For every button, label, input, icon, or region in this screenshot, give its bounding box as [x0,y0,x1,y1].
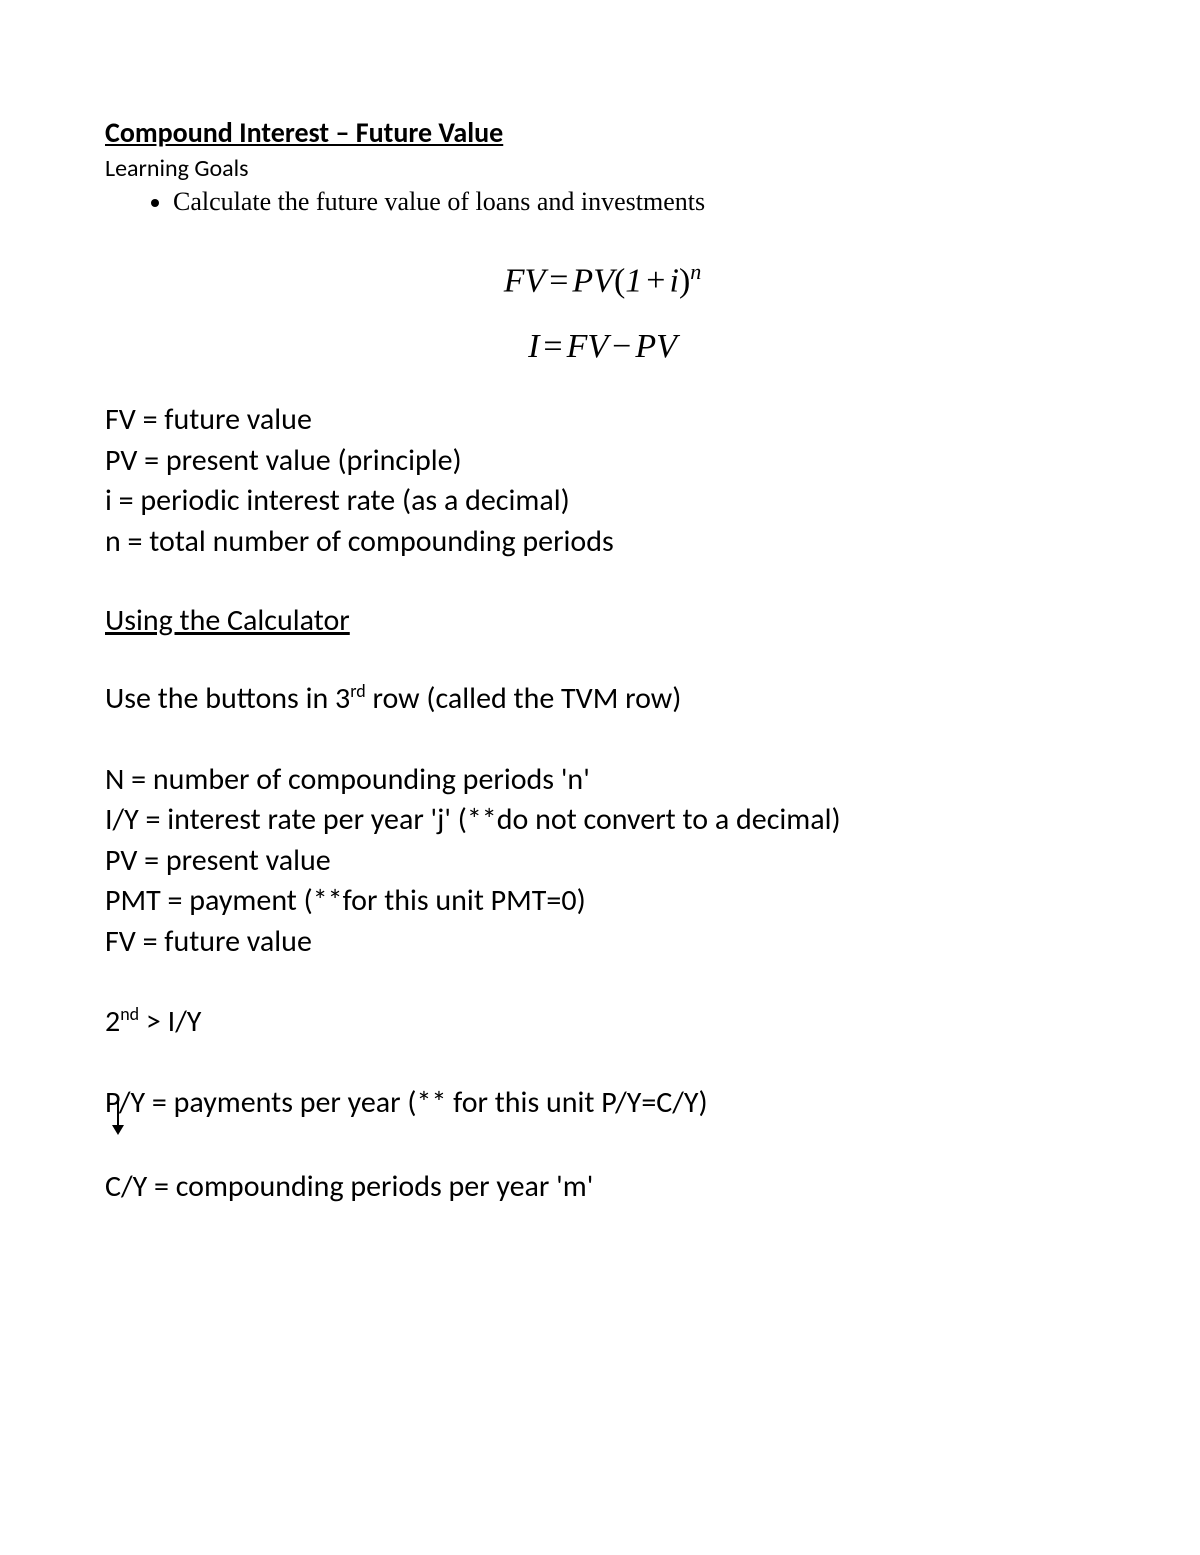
calc-section-heading: Using the Calculator [105,602,1100,639]
tvm-keys-block: N = number of compounding periods 'n' I/… [105,760,1100,963]
tvm-key-line: PMT = payment (**for this unit PMT=0) [105,881,1100,922]
tvm-key-line: FV = future value [105,922,1100,963]
learning-goals-label: Learning Goals [105,154,1100,183]
learning-goals-list: Calculate the future value of loans and … [105,185,1100,219]
def-line: n = total number of compounding periods [105,522,1100,563]
def-line: FV = future value [105,400,1100,441]
tvm-key-line: PV = present value [105,841,1100,882]
cy-line: C/Y = compounding periods per year 'm' [105,1167,1100,1208]
definitions-block: FV = future value PV = present value (pr… [105,400,1100,562]
formula-block: FV=PV(1+i)n I=FV−PV [105,259,1100,366]
calc-intro: Use the buttons in 3rd row (called the T… [105,679,1100,720]
tvm-key-line: I/Y = interest rate per year 'j' (**do n… [105,800,1100,841]
tvm-key-line: N = number of compounding periods 'n' [105,760,1100,801]
def-line: i = periodic interest rate (as a decimal… [105,481,1100,522]
page-title: Compound Interest – Future Value [105,115,1100,150]
learning-goal-item: Calculate the future value of loans and … [173,185,1100,219]
def-line: PV = present value (principle) [105,441,1100,482]
formula-i: I=FV−PV [105,328,1100,366]
second-iy-line: 2nd > I/Y [105,1002,1100,1043]
formula-fv: FV=PV(1+i)n [105,259,1100,300]
